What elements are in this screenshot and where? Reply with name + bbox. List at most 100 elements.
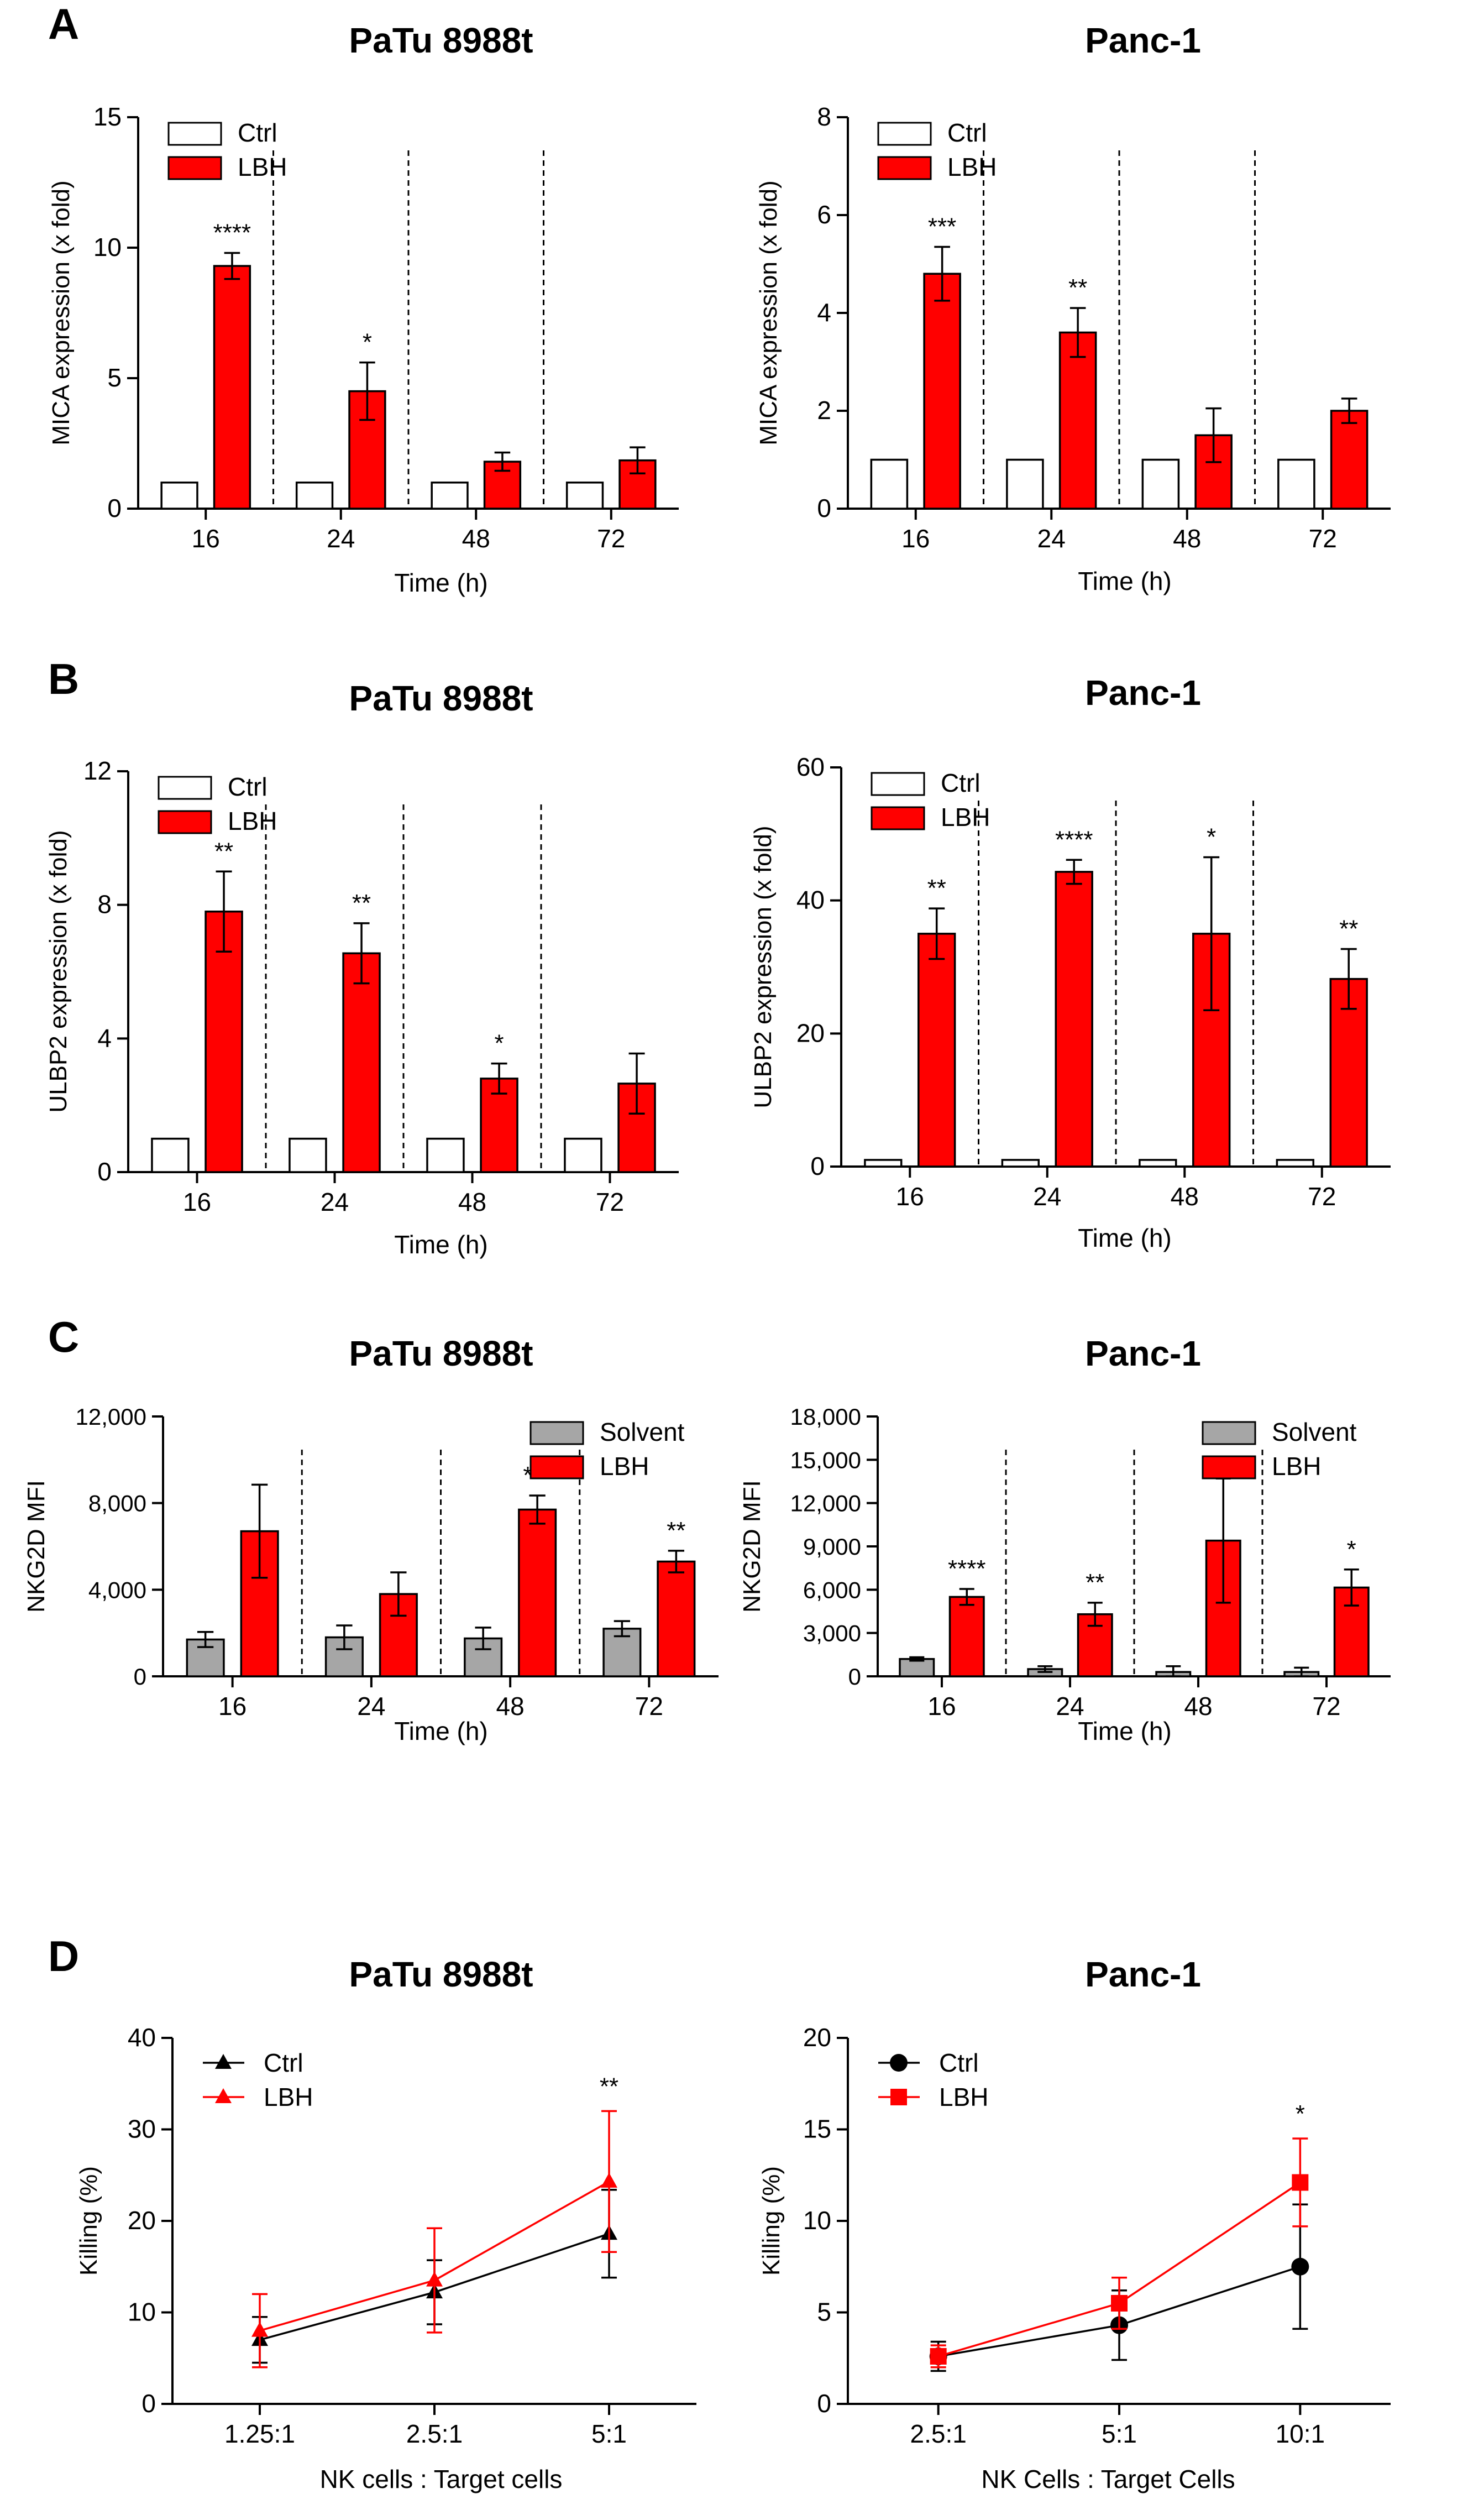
- x-tick-label: 48: [1184, 1692, 1212, 1721]
- y-tick-label: 5: [817, 2298, 831, 2326]
- x-tick-label: 16: [183, 1188, 211, 1216]
- x-tick-label: 16: [218, 1692, 247, 1721]
- y-tick-label: 12,000: [76, 1404, 146, 1430]
- significance-label: **: [1086, 1569, 1104, 1596]
- legend-label: Solvent: [600, 1418, 685, 1446]
- x-axis-label: Time (h): [394, 568, 488, 597]
- legend-swatch: [167, 156, 222, 180]
- legend-swatch: [877, 156, 932, 180]
- chart-B-left: PaTu 8988t Time (h) ULBP2 expression (x fo…: [45, 678, 679, 1259]
- x-tick-label: 48: [458, 1188, 486, 1216]
- bar-lbh: [618, 459, 657, 510]
- chart-title: Panc-1: [1085, 673, 1201, 713]
- y-tick-label: 18,000: [790, 1404, 861, 1430]
- x-tick-label: 48: [1173, 524, 1201, 553]
- significance-label: *: [1296, 2100, 1305, 2127]
- legend-label: Ctrl: [264, 2048, 303, 2077]
- x-tick-label: 72: [596, 1188, 624, 1216]
- significance-label: **: [1068, 274, 1087, 301]
- y-tick-label: 4,000: [88, 1577, 146, 1603]
- y-tick-label: 8: [97, 890, 112, 919]
- chart-C-right: Panc-1 Time (h) NKG2D MFI 0 3,000 6,000 9,000 1…: [738, 1334, 1391, 1745]
- y-tick-label: 6,000: [803, 1577, 861, 1603]
- data-point-lbh: [930, 2348, 947, 2365]
- bar-ctrl: [864, 1159, 903, 1168]
- significance-label: ****: [213, 219, 251, 246]
- x-axis-label: Time (h): [394, 1230, 488, 1259]
- x-tick-label: 16: [192, 524, 220, 553]
- y-tick-label: 15: [803, 2115, 831, 2143]
- x-tick-label: 24: [1033, 1182, 1061, 1211]
- y-tick-label: 2: [817, 396, 831, 425]
- significance-label: **: [927, 875, 946, 902]
- bar-ctrl: [565, 482, 604, 510]
- y-tick-label: 0: [848, 1664, 861, 1690]
- y-tick-label: 6: [817, 200, 831, 229]
- significance-label: *: [1207, 823, 1216, 850]
- x-tick-label: 24: [357, 1692, 385, 1721]
- bar-lbh: [518, 1508, 557, 1677]
- legend-label: LBH: [238, 153, 287, 181]
- y-tick-label: 8,000: [88, 1491, 146, 1517]
- bar-lbh: [1329, 977, 1368, 1168]
- chart-title: Panc-1: [1085, 1954, 1201, 1994]
- bar-lbh: [213, 265, 251, 510]
- bar-lbh: [1055, 871, 1093, 1168]
- x-axis-label: NK cells : Target cells: [320, 2465, 563, 2493]
- x-tick-label: 48: [496, 1692, 525, 1721]
- y-tick-label: 10: [803, 2206, 831, 2235]
- y-tick-label: 10: [128, 2298, 156, 2326]
- bar-lbh: [1058, 331, 1097, 510]
- y-tick-label: 12: [83, 756, 112, 785]
- panel-label: C: [48, 1313, 79, 1361]
- legend-label: Ctrl: [939, 2048, 979, 2077]
- chart-B-right: Panc-1 Time (h) ULBP2 expression (x fold) 0…: [749, 673, 1391, 1252]
- bar-ctrl: [289, 1137, 327, 1173]
- x-tick-label: 5:1: [1102, 2419, 1137, 2448]
- data-point-ctrl: [1291, 2257, 1309, 2276]
- significance-label: ***: [928, 213, 956, 241]
- y-tick-label: 0: [134, 1664, 146, 1690]
- panel-label: B: [48, 655, 79, 703]
- bar-ctrl: [431, 482, 469, 510]
- legend-swatch: [158, 810, 212, 834]
- y-axis-label: MICA expression (x fold): [755, 180, 782, 445]
- legend-label: Ctrl: [941, 768, 981, 797]
- x-axis-label: Time (h): [1078, 567, 1172, 595]
- significance-label: ****: [948, 1555, 986, 1582]
- y-tick-label: 0: [97, 1157, 112, 1186]
- legend-label: Ctrl: [238, 118, 277, 147]
- y-tick-label: 20: [796, 1018, 825, 1047]
- legend-label: LBH: [1272, 1452, 1321, 1481]
- legend-swatch: [871, 772, 925, 796]
- significance-label: *: [494, 1030, 504, 1057]
- chart-D-left: PaTu 8988t NK cells : Target cells Killing…: [75, 1954, 696, 2493]
- legend-label: LBH: [600, 1452, 649, 1481]
- y-axis-label: ULBP2 expression (x fold): [45, 830, 72, 1112]
- bar-ctrl: [426, 1137, 465, 1173]
- legend-label: LBH: [939, 2083, 988, 2111]
- legend-swatch: [167, 122, 222, 146]
- chart-A-right: Panc-1 Time (h) MICA expression (x fold) 0 2…: [755, 20, 1391, 595]
- legend-label: LBH: [941, 803, 990, 832]
- x-tick-label: 72: [1312, 1692, 1340, 1721]
- bar-ctrl: [295, 482, 334, 510]
- chart-title: Panc-1: [1085, 20, 1201, 60]
- legend-swatch: [1202, 1421, 1256, 1445]
- x-tick-label: 16: [901, 524, 930, 553]
- legend-marker: [215, 2054, 232, 2069]
- y-tick-label: 9,000: [803, 1534, 861, 1560]
- x-axis-label: Time (h): [394, 1717, 488, 1745]
- x-tick-label: 2.5:1: [910, 2419, 967, 2448]
- y-tick-label: 10: [93, 233, 122, 262]
- x-tick-label: 16: [927, 1692, 956, 1721]
- bar-ctrl: [1277, 458, 1315, 510]
- bar-ctrl: [1276, 1159, 1314, 1168]
- legend-swatch: [877, 122, 932, 146]
- y-tick-label: 30: [128, 2115, 156, 2143]
- legend-label: Solvent: [1272, 1418, 1357, 1446]
- bar-ctrl: [870, 458, 909, 510]
- x-tick-label: 24: [1037, 524, 1066, 553]
- y-tick-label: 60: [796, 752, 825, 781]
